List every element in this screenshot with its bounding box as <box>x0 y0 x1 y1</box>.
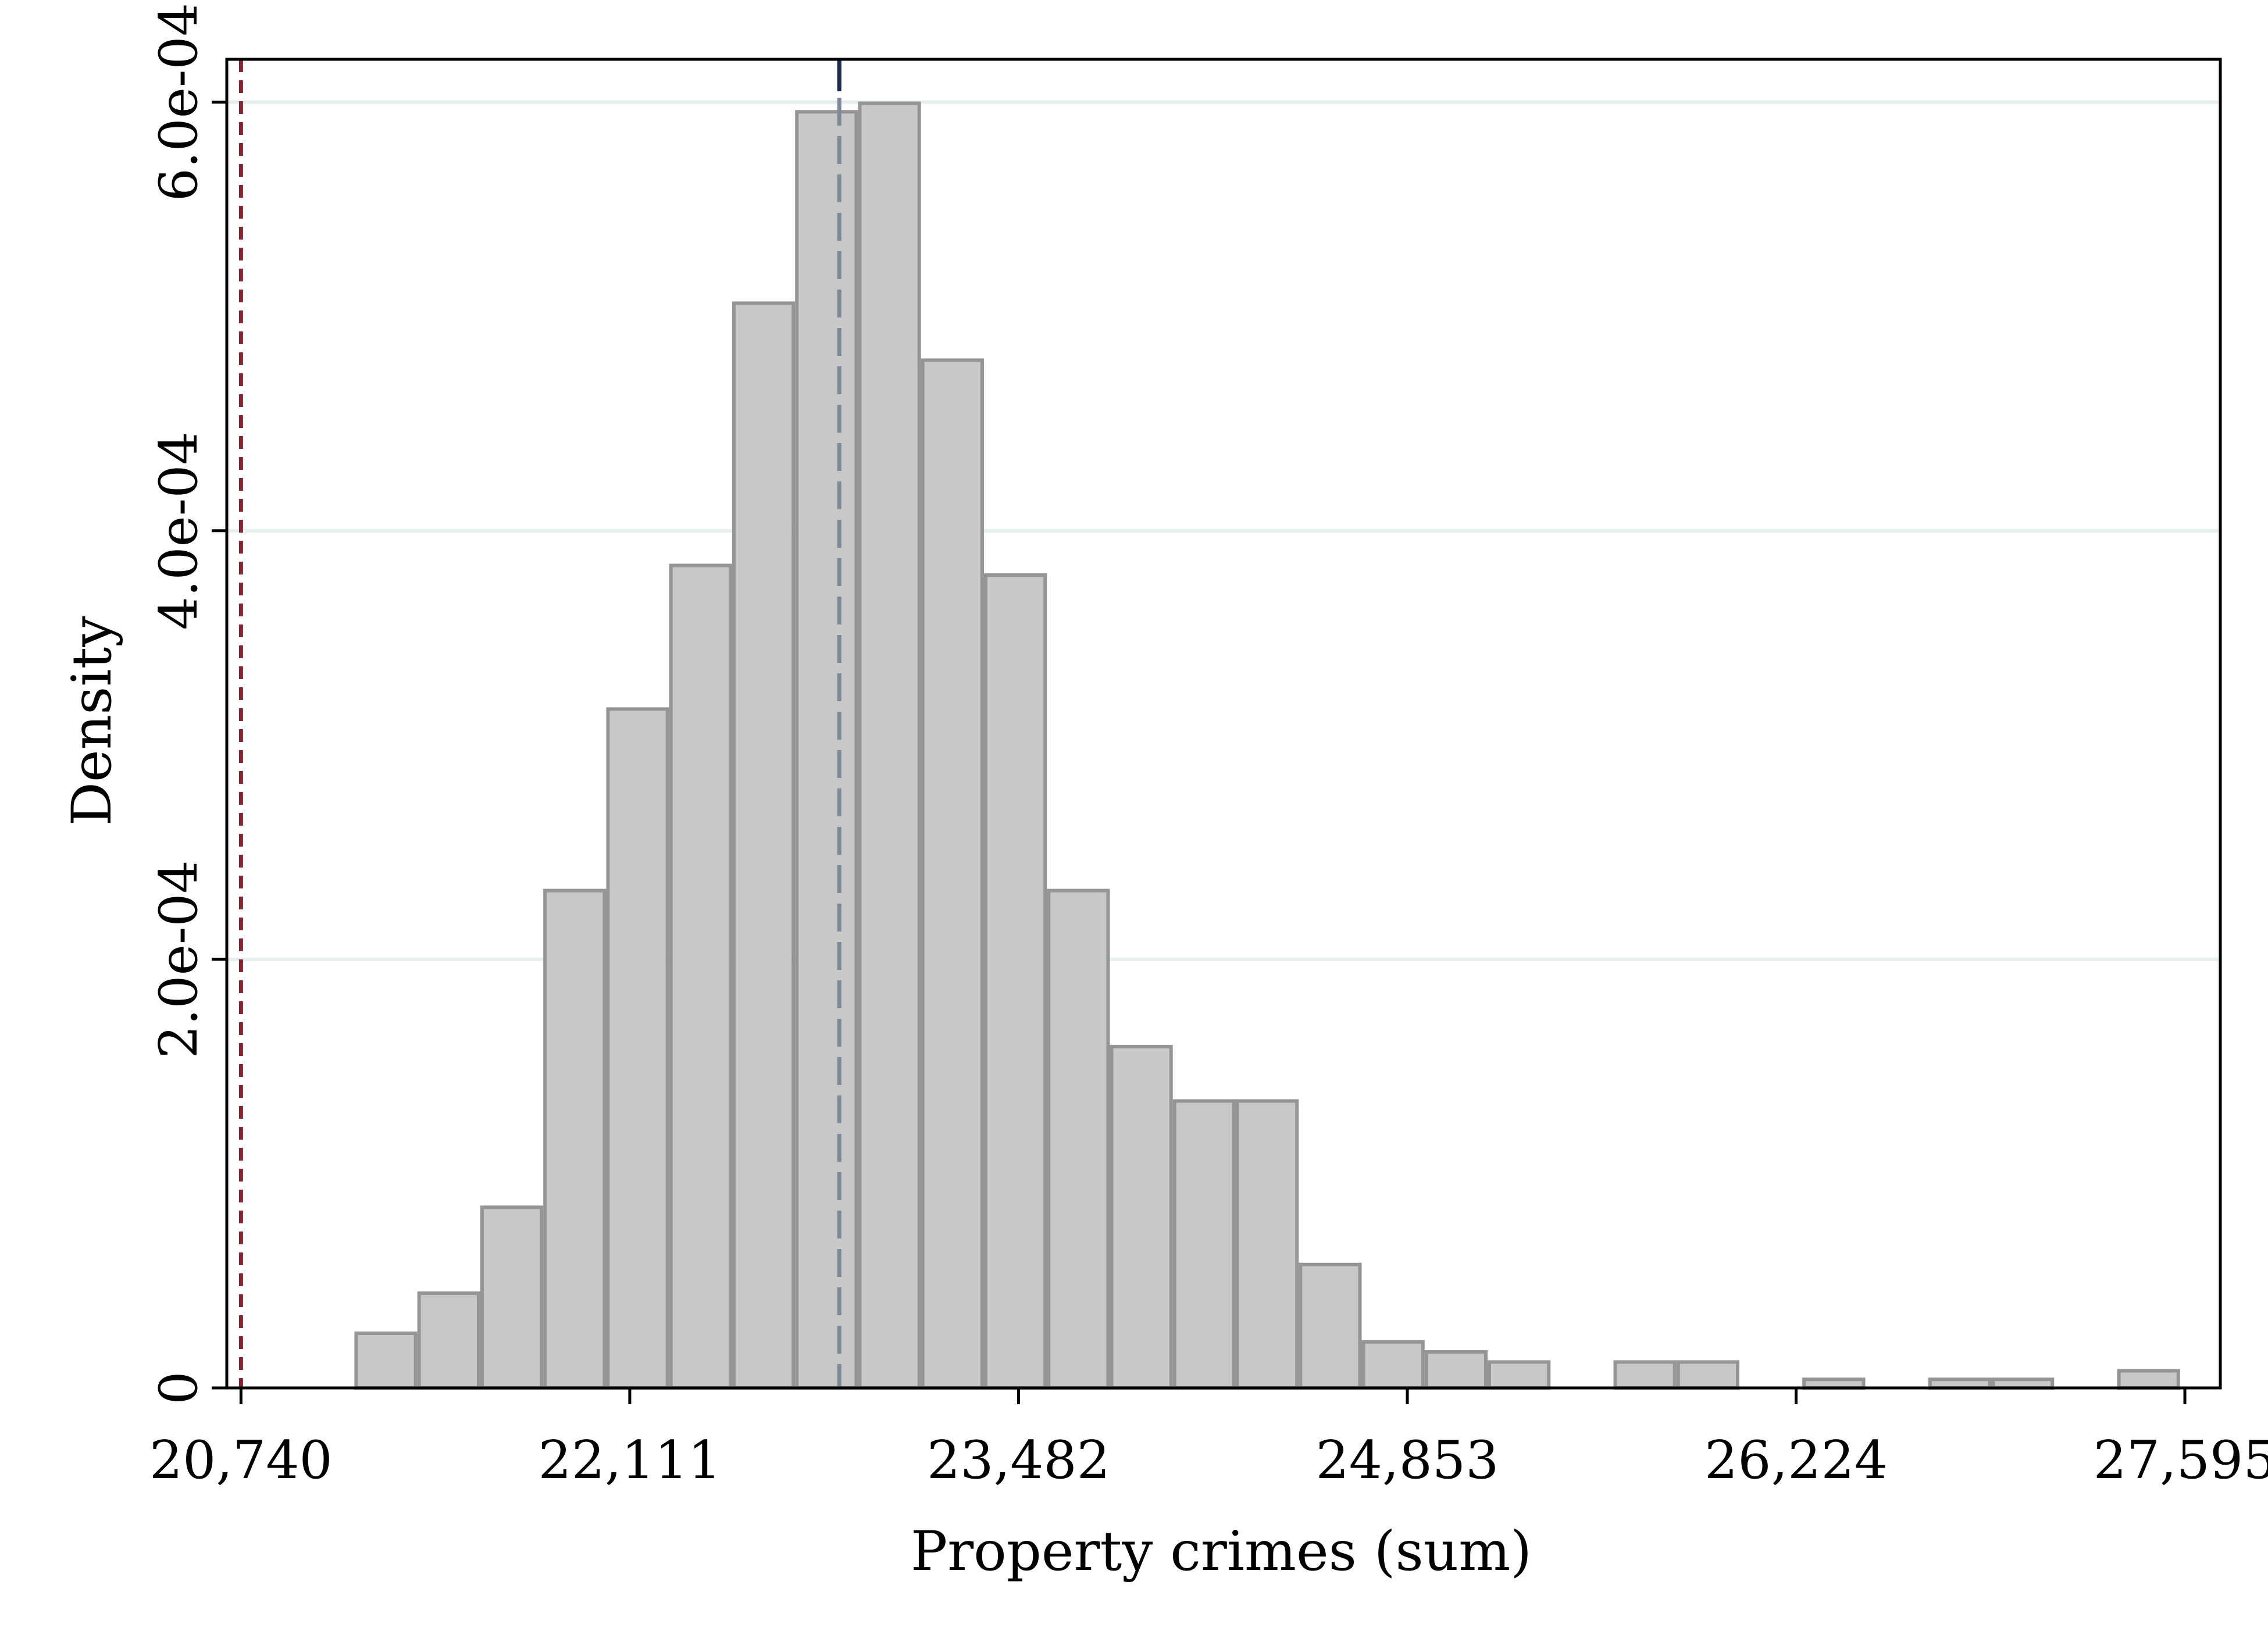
y-tick-label: 2.0e-04 <box>148 860 209 1058</box>
histogram-bar <box>732 301 796 1390</box>
x-tick-label: 22,111 <box>538 1430 721 1491</box>
histogram-bar <box>1299 1262 1362 1390</box>
plot-frame <box>225 58 2222 1390</box>
histogram-bar <box>1361 1340 1425 1390</box>
histogram-bar <box>606 707 669 1390</box>
histogram-bar <box>543 888 607 1390</box>
histogram-bar <box>1047 888 1110 1390</box>
y-axis: 0 2.0e-04 4.0e-04 6.0e-04 <box>148 3 227 1405</box>
histogram-bar <box>1676 1360 1739 1390</box>
histogram-bars <box>354 101 2180 1390</box>
histogram-bar <box>1172 1099 1236 1390</box>
histogram-bar <box>417 1291 480 1390</box>
histogram-bar <box>2117 1369 2180 1390</box>
x-axis-title: Property crimes (sum) <box>911 1520 1532 1583</box>
histogram-bar <box>354 1332 418 1390</box>
histogram-bar <box>795 110 858 1390</box>
x-axis: 20,740 22,111 23,482 24,853 26,224 27,595 <box>149 1388 2268 1491</box>
x-tick-label: 23,482 <box>927 1430 1110 1491</box>
histogram-bar <box>858 101 921 1390</box>
histogram-bar <box>1487 1360 1551 1390</box>
x-tick-label: 24,853 <box>1316 1430 1499 1491</box>
histogram-bar <box>921 358 984 1390</box>
y-tick-label: 0 <box>148 1371 209 1404</box>
histogram-bar <box>669 563 732 1390</box>
reference-lines <box>238 59 841 1388</box>
histogram-bar <box>983 573 1047 1390</box>
histogram-bar <box>1110 1044 1173 1390</box>
histogram-bar <box>1613 1360 1677 1390</box>
x-tick-label: 27,595 <box>2094 1430 2268 1491</box>
histogram-bar <box>1424 1350 1488 1390</box>
histogram-bar <box>1235 1099 1299 1390</box>
y-tick-label: 4.0e-04 <box>148 431 209 630</box>
y-axis-title: Density <box>60 616 124 826</box>
y-tick-label: 6.0e-04 <box>148 3 209 201</box>
gridlines <box>227 100 2220 961</box>
x-tick-label: 20,740 <box>149 1430 333 1491</box>
histogram-bar <box>480 1205 544 1390</box>
x-tick-label: 26,224 <box>1704 1430 1888 1491</box>
